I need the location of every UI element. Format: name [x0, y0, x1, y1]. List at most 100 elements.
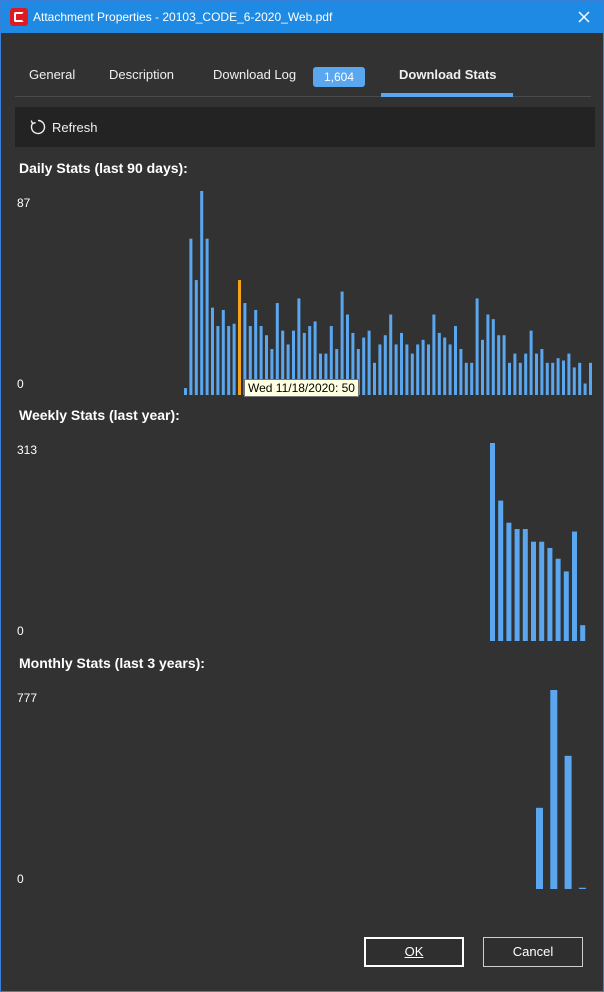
- daily-bar[interactable]: [535, 353, 538, 395]
- daily-bar[interactable]: [470, 362, 474, 395]
- tab-general[interactable]: General: [29, 67, 76, 82]
- daily-bar[interactable]: [205, 238, 209, 395]
- weekly-bar[interactable]: [580, 625, 586, 641]
- daily-bar[interactable]: [281, 330, 285, 395]
- monthly-bar[interactable]: [578, 887, 586, 889]
- daily-bar[interactable]: [362, 337, 366, 395]
- weekly-bar[interactable]: [506, 522, 512, 641]
- daily-bar[interactable]: [232, 323, 236, 395]
- daily-bar[interactable]: [297, 298, 301, 395]
- daily-bar[interactable]: [313, 321, 317, 395]
- tab-download-log[interactable]: Download Log: [213, 67, 297, 82]
- daily-bar[interactable]: [572, 367, 576, 395]
- daily-bar[interactable]: [421, 339, 425, 395]
- daily-bar[interactable]: [265, 335, 268, 395]
- daily-bar[interactable]: [562, 360, 565, 395]
- refresh-button[interactable]: Refresh: [29, 117, 98, 137]
- daily-bar[interactable]: [194, 280, 198, 395]
- daily-bar[interactable]: [405, 344, 409, 395]
- daily-bar[interactable]: [578, 362, 582, 395]
- daily-bar[interactable]: [292, 330, 295, 395]
- ok-button[interactable]: OK: [364, 937, 464, 967]
- daily-bar[interactable]: [200, 191, 204, 395]
- daily-bar[interactable]: [513, 353, 517, 395]
- daily-bar[interactable]: [443, 337, 447, 395]
- daily-bar[interactable]: [346, 314, 349, 395]
- daily-bar[interactable]: [432, 314, 436, 395]
- daily-bar[interactable]: [248, 326, 252, 395]
- daily-bar[interactable]: [259, 326, 263, 395]
- daily-bar[interactable]: [454, 326, 457, 395]
- daily-bar[interactable]: [302, 332, 306, 395]
- daily-bar[interactable]: [508, 362, 511, 395]
- daily-bar[interactable]: [400, 332, 403, 395]
- daily-bar[interactable]: [464, 362, 468, 395]
- daily-bar[interactable]: [486, 314, 490, 395]
- daily-bar[interactable]: [378, 344, 382, 395]
- daily-bar[interactable]: [518, 362, 522, 395]
- close-button[interactable]: [573, 6, 595, 28]
- daily-bar[interactable]: [308, 326, 312, 395]
- daily-bar[interactable]: [286, 344, 290, 395]
- weekly-bar[interactable]: [539, 541, 545, 641]
- daily-bar[interactable]: [189, 238, 193, 395]
- daily-bar[interactable]: [410, 353, 414, 395]
- daily-bar[interactable]: [524, 353, 528, 395]
- daily-bar[interactable]: [335, 349, 339, 395]
- daily-bar[interactable]: [448, 344, 452, 395]
- daily-bar[interactable]: [389, 314, 393, 395]
- daily-bar[interactable]: [340, 291, 344, 395]
- weekly-bar[interactable]: [547, 548, 553, 641]
- daily-bar[interactable]: [481, 339, 484, 395]
- tab-download-stats[interactable]: Download Stats: [399, 67, 497, 82]
- daily-bar[interactable]: [416, 344, 420, 395]
- daily-bar[interactable]: [329, 326, 333, 395]
- daily-bar[interactable]: [216, 326, 220, 395]
- daily-bar[interactable]: [254, 309, 258, 395]
- daily-bar[interactable]: [589, 362, 592, 395]
- daily-bar[interactable]: [367, 330, 371, 395]
- daily-bar[interactable]: [383, 335, 387, 395]
- weekly-bar[interactable]: [522, 529, 528, 641]
- weekly-bar[interactable]: [490, 443, 495, 641]
- daily-bar[interactable]: [243, 303, 247, 395]
- daily-bar[interactable]: [491, 319, 495, 395]
- daily-bar[interactable]: [540, 349, 544, 395]
- weekly-bar[interactable]: [572, 531, 577, 641]
- daily-bar[interactable]: [551, 362, 555, 395]
- monthly-bar[interactable]: [550, 690, 558, 889]
- daily-bar[interactable]: [427, 344, 430, 395]
- daily-bar[interactable]: [221, 309, 225, 395]
- weekly-bar[interactable]: [555, 558, 561, 641]
- monthly-bar[interactable]: [564, 755, 572, 889]
- daily-bar[interactable]: [373, 362, 376, 395]
- weekly-bar[interactable]: [498, 500, 504, 641]
- daily-bar[interactable]: [556, 358, 560, 395]
- weekly-bar[interactable]: [514, 529, 520, 641]
- daily-bar[interactable]: [184, 388, 187, 395]
- daily-bar[interactable]: [502, 335, 506, 395]
- daily-bar[interactable]: [437, 332, 441, 395]
- daily-bar[interactable]: [227, 326, 231, 395]
- daily-bar-highlighted[interactable]: [238, 280, 241, 395]
- daily-bar[interactable]: [529, 330, 533, 395]
- daily-bar[interactable]: [270, 349, 274, 395]
- daily-bar[interactable]: [394, 344, 398, 395]
- monthly-bar[interactable]: [536, 807, 543, 889]
- daily-bar[interactable]: [275, 303, 279, 395]
- daily-bar[interactable]: [356, 349, 360, 395]
- daily-bar[interactable]: [583, 383, 587, 395]
- daily-bar[interactable]: [475, 298, 479, 395]
- weekly-bar[interactable]: [531, 541, 536, 641]
- daily-bar[interactable]: [351, 332, 355, 395]
- cancel-button[interactable]: Cancel: [483, 937, 583, 967]
- daily-bar[interactable]: [324, 353, 328, 395]
- daily-bar[interactable]: [459, 349, 463, 395]
- daily-bar[interactable]: [497, 335, 501, 395]
- daily-bar[interactable]: [545, 362, 549, 395]
- daily-bar[interactable]: [211, 307, 214, 395]
- daily-bar[interactable]: [319, 353, 322, 395]
- daily-bar[interactable]: [567, 353, 571, 395]
- tab-description[interactable]: Description: [109, 67, 175, 82]
- weekly-bar[interactable]: [563, 571, 569, 641]
